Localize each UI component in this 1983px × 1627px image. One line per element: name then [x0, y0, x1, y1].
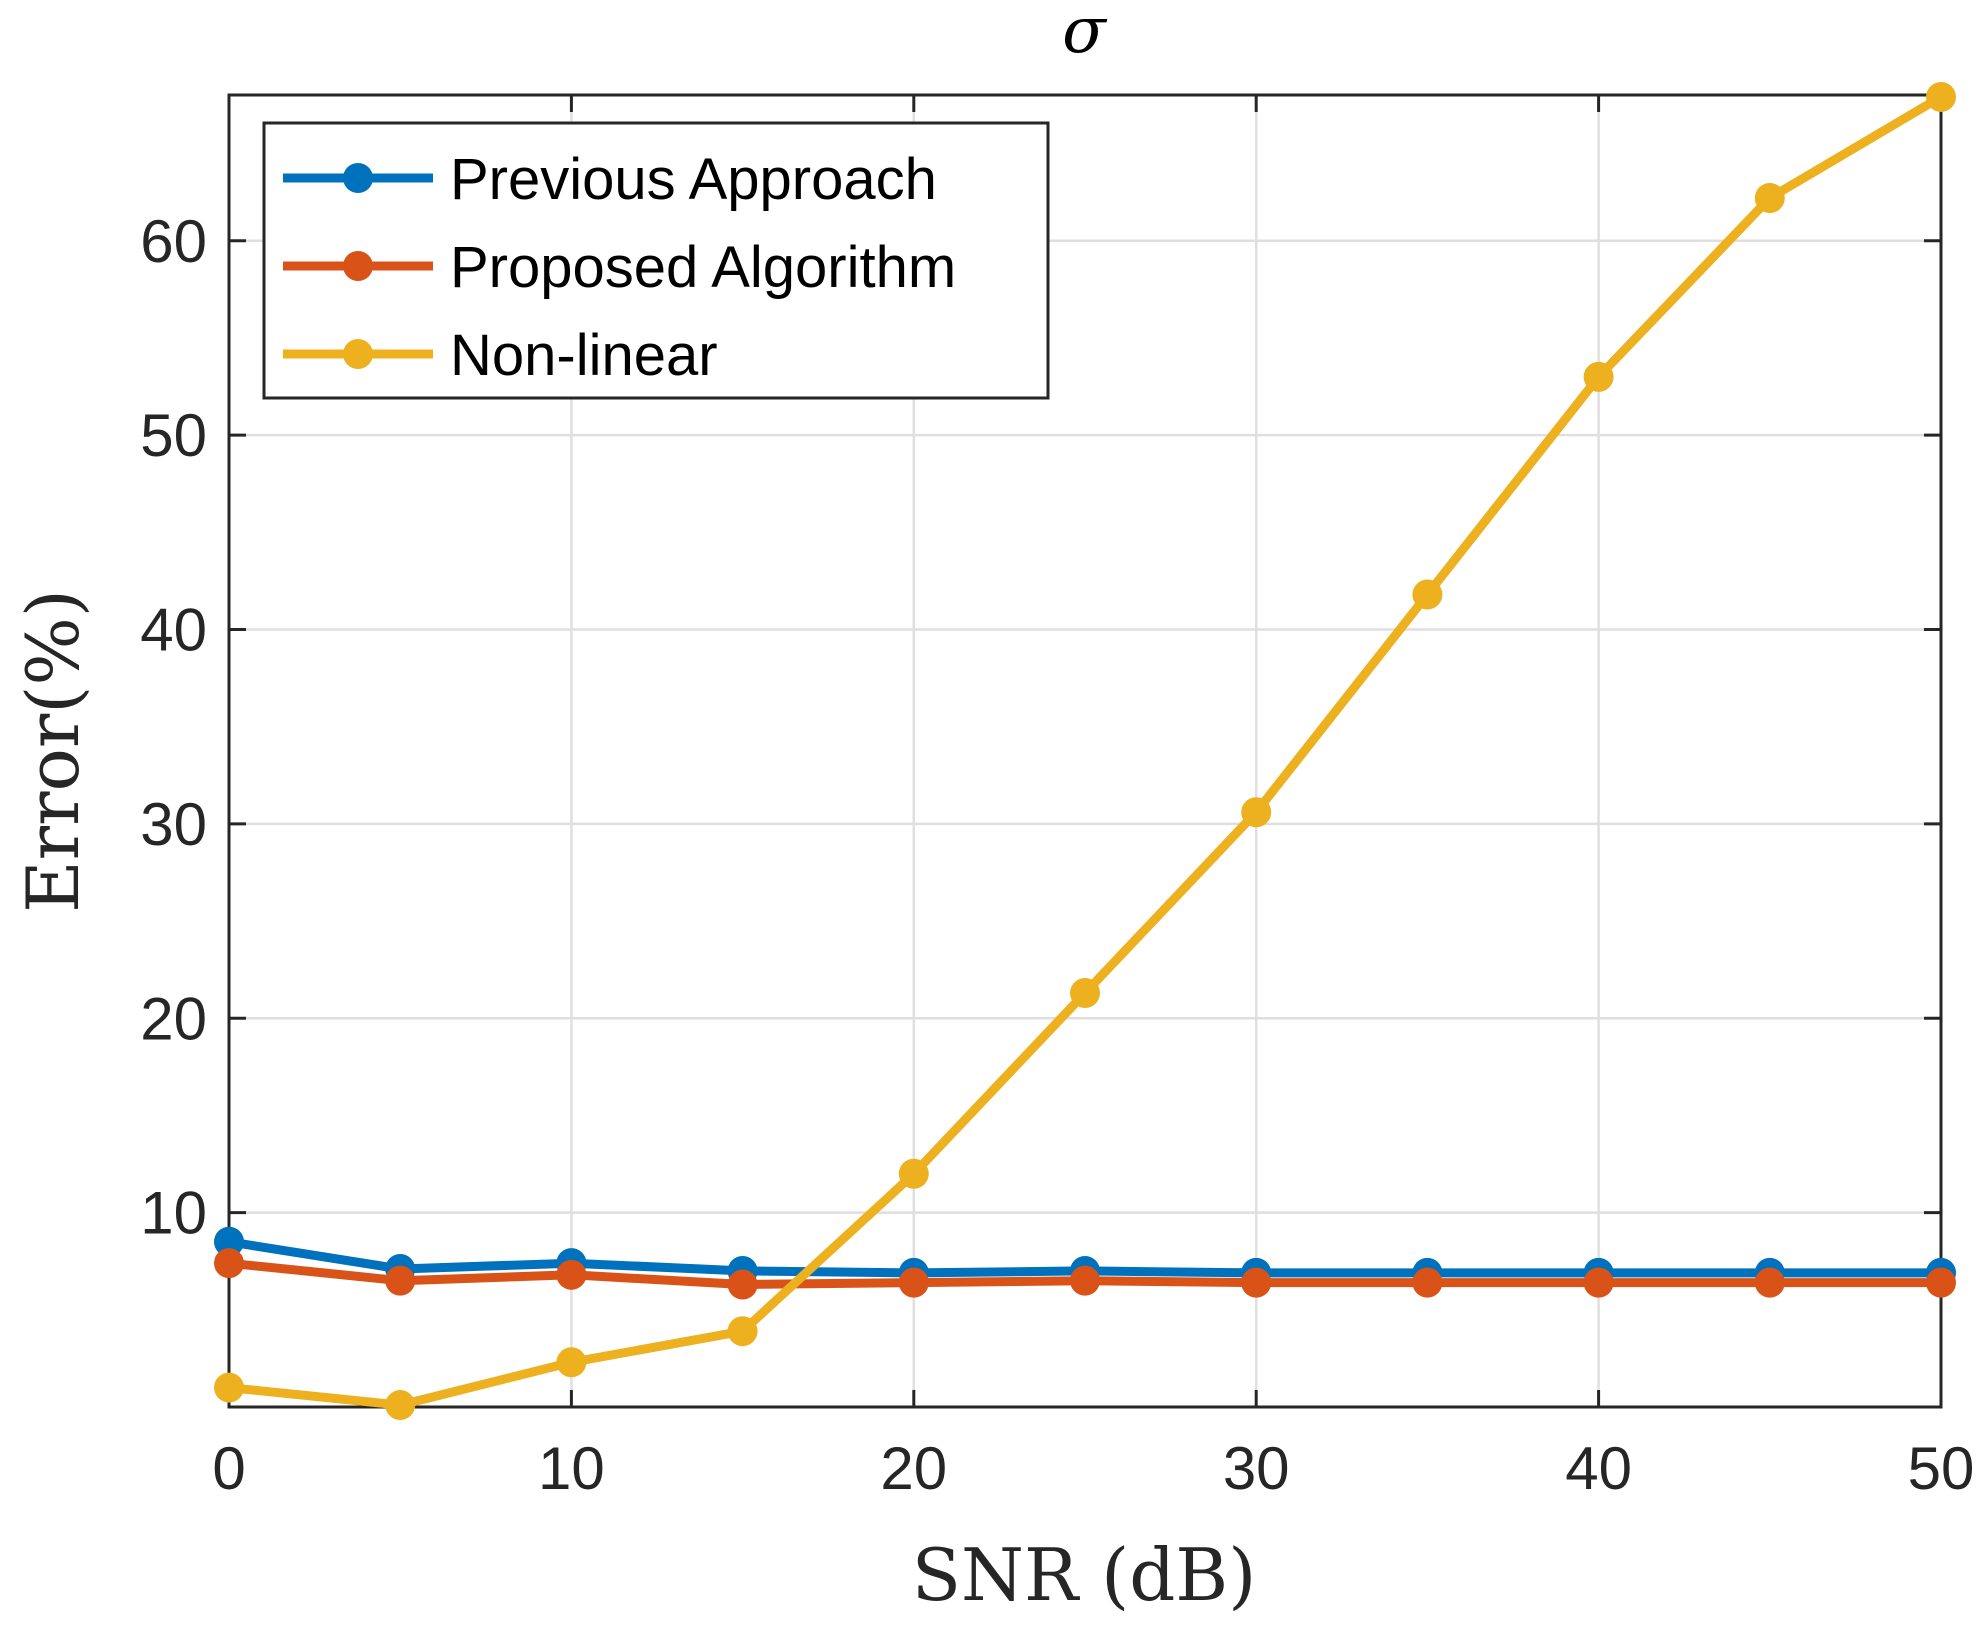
data-point [214, 1248, 244, 1279]
y-tick-label: 50 [140, 402, 207, 469]
x-tick-label: 30 [1223, 1435, 1290, 1502]
data-point [1241, 797, 1272, 828]
data-point [385, 1265, 416, 1296]
x-tick-label: 10 [538, 1435, 605, 1502]
data-point [1583, 361, 1614, 392]
data-point [1241, 1267, 1272, 1298]
data-point [385, 1390, 416, 1421]
data-point [1754, 1267, 1785, 1298]
legend-swatch-marker [343, 163, 373, 193]
data-point [1754, 183, 1785, 214]
x-axis-title: SNR (dB) [912, 1533, 1257, 1617]
data-point [1583, 1267, 1614, 1298]
y-tick-label: 60 [140, 208, 207, 275]
data-point [1070, 1265, 1100, 1296]
series-non-linear [214, 81, 1956, 1421]
data-point [898, 1267, 929, 1298]
data-point [1926, 1267, 1956, 1298]
data-point [214, 1372, 244, 1403]
data-point [1926, 81, 1956, 112]
data-point [1070, 977, 1100, 1008]
legend-label: Non-linear [450, 323, 718, 388]
legend-swatch-marker [343, 251, 373, 281]
data-point [556, 1347, 587, 1378]
legend-label: Previous Approach [450, 147, 937, 212]
x-tick-label: 50 [1908, 1435, 1975, 1502]
y-tick-label: 20 [140, 985, 207, 1052]
y-axis-tick-labels: 10 20 30 40 50 60 [140, 208, 207, 1247]
x-tick-label: 0 [212, 1435, 245, 1502]
legend-swatch-marker [343, 339, 373, 369]
series-lines [214, 81, 1956, 1421]
y-tick-label: 40 [140, 597, 207, 664]
data-point [556, 1259, 587, 1290]
legend-entry: Previous Approach [283, 147, 937, 212]
data-point [727, 1269, 758, 1300]
y-tick-label: 10 [140, 1180, 207, 1247]
plot-area-frame [227, 93, 1943, 1409]
data-point [1412, 1267, 1443, 1298]
legend-entry: Proposed Algorithm [283, 235, 956, 300]
x-tick-label: 20 [880, 1435, 947, 1502]
data-point [898, 1158, 929, 1189]
x-tick-label: 40 [1565, 1435, 1632, 1502]
legend-entry: Non-linear [283, 323, 718, 388]
data-point [1412, 579, 1443, 610]
legend: Previous Approach Proposed Algorithm Non-l… [262, 121, 1050, 400]
legend-label: Proposed Algorithm [450, 235, 956, 300]
y-axis-title: Error(%) [11, 589, 95, 913]
y-tick-label: 30 [140, 791, 207, 858]
chart-title: σ [1062, 0, 1108, 68]
data-point [214, 1226, 244, 1257]
data-point [727, 1316, 758, 1347]
x-axis-tick-labels: 0 10 20 30 40 50 [212, 1435, 1974, 1502]
series-proposed-algorithm [214, 1248, 1956, 1300]
